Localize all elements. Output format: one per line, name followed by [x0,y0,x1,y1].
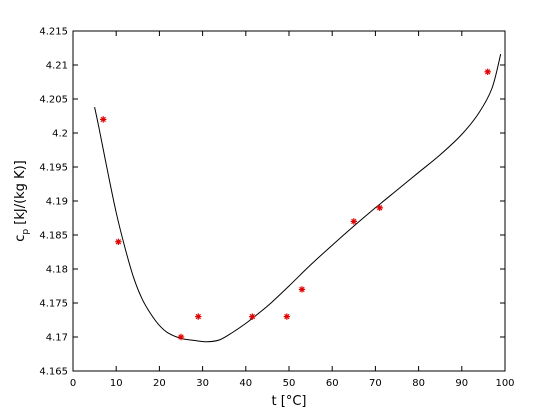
x-tick-label: 90 [455,378,468,389]
y-tick-label: 4.165 [39,367,68,378]
x-tick-label: 80 [412,378,425,389]
data-markers [100,68,491,341]
x-axis-label: t [°C] [272,394,307,409]
x-tick-label: 30 [196,378,209,389]
y-tick-label: 4.18 [46,265,68,276]
x-tick-label: 10 [110,378,123,389]
data-point [177,333,185,341]
x-tick-label: 0 [70,378,76,389]
y-tick-label: 4.185 [39,231,68,242]
y-axis-ticks: 4.165 4.17 4.175 4.18 4.185 4.19 4.195 4.2 4.205… [39,27,505,378]
x-tick-label: 100 [495,378,514,389]
x-tick-label: 20 [153,378,166,389]
y-tick-label: 4.195 [39,163,68,174]
y-tick-label: 4.19 [46,197,68,208]
y-axis-label-main: c [13,235,28,242]
y-tick-label: 4.2 [52,129,68,140]
y-axis-label-rest: [kJ/(kg K)] [13,160,28,229]
data-point [350,218,357,225]
x-tick-label: 70 [369,378,382,389]
fit-curve-line [94,53,502,343]
y-tick-label: 4.17 [46,333,68,344]
y-tick-label: 4.21 [46,61,68,72]
y-tick-label: 4.175 [39,299,68,310]
data-point [100,116,107,123]
y-axis-label: cp [kJ/(kg K)] [13,160,31,241]
data-point [115,238,122,245]
x-tick-label: 60 [326,378,339,389]
x-tick-label: 50 [283,378,296,389]
y-tick-label: 4.205 [39,95,68,106]
y-axis-label-subscript: p [21,229,31,235]
data-point [484,68,491,75]
data-point [298,286,306,293]
x-axis-ticks: 0 10 20 30 40 50 60 70 80 90 100 [70,31,515,389]
data-point [376,204,383,211]
y-tick-label: 4.215 [39,27,68,38]
data-point [283,313,291,320]
data-point [195,313,202,320]
plot-area [72,30,506,372]
data-point [249,313,256,320]
x-tick-label: 40 [239,378,252,389]
